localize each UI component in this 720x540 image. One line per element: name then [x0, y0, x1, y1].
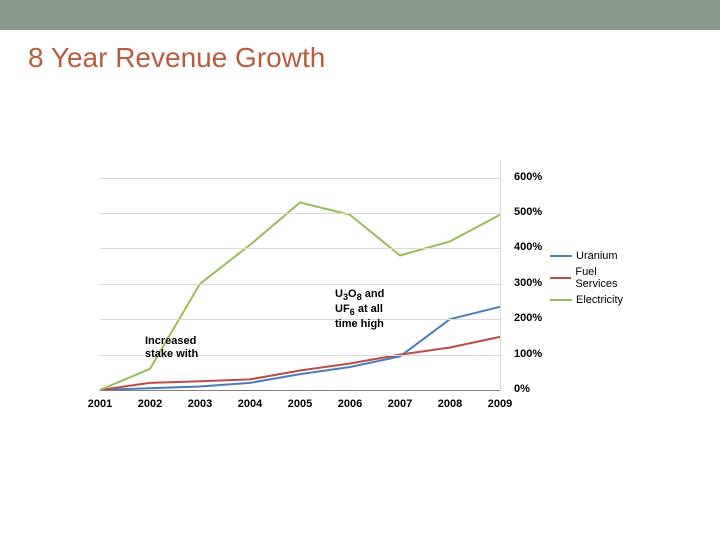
- y-tick-label: 400%: [514, 241, 542, 253]
- header-bar: [0, 0, 720, 30]
- x-tick-label: 2008: [438, 398, 462, 410]
- plot-area: 0%100%200%300%400%500%600%20012002200320…: [100, 160, 500, 390]
- x-tick-label: 2001: [88, 398, 112, 410]
- y-tick-label: 300%: [514, 277, 542, 289]
- y-tick-label: 500%: [514, 206, 542, 218]
- annotation: Increasedstake with: [145, 335, 198, 361]
- legend-item: Uranium: [550, 250, 640, 262]
- legend-swatch: [550, 255, 572, 257]
- y-tick-label: 200%: [514, 312, 542, 324]
- legend-label: Fuel Services: [575, 266, 640, 290]
- x-tick-label: 2006: [338, 398, 362, 410]
- gridline: [100, 319, 500, 320]
- annotation: U3O8 andUF6 at alltime high: [335, 288, 384, 332]
- gridline: [100, 178, 500, 179]
- y-tick-label: 600%: [514, 171, 542, 183]
- legend: Uranium Fuel Services Electricity: [550, 250, 640, 310]
- series-line-electricity: [100, 203, 500, 391]
- revenue-chart: 0% 100% 200% 300% 400% 500% 600% 2001 2002 2003 20…: [80, 160, 640, 440]
- gridline: [100, 284, 500, 285]
- x-tick-label: 2009: [488, 398, 512, 410]
- legend-label: Uranium: [576, 250, 618, 262]
- x-tick-label: 2005: [288, 398, 312, 410]
- x-tick-label: 2007: [388, 398, 412, 410]
- x-tick-label: 2004: [238, 398, 262, 410]
- page-title: 8 Year Revenue Growth: [0, 30, 720, 74]
- legend-item: Electricity: [550, 294, 640, 306]
- x-axis: [100, 390, 500, 391]
- y-tick-label: 0%: [514, 383, 530, 395]
- legend-swatch: [550, 299, 572, 301]
- x-tick-label: 2002: [138, 398, 162, 410]
- gridline: [100, 248, 500, 249]
- legend-label: Electricity: [576, 294, 623, 306]
- legend-swatch: [550, 277, 571, 279]
- y-tick-label: 100%: [514, 348, 542, 360]
- gridline: [100, 213, 500, 214]
- x-tick-label: 2003: [188, 398, 212, 410]
- legend-item: Fuel Services: [550, 266, 640, 290]
- y-axis: [500, 160, 501, 390]
